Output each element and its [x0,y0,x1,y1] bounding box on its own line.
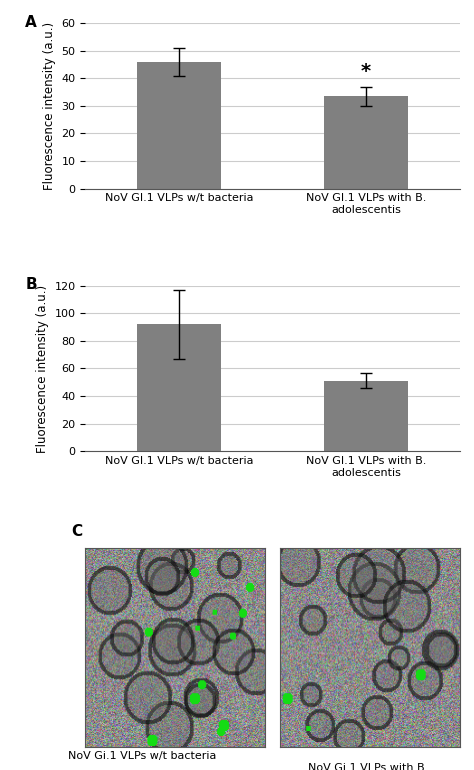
Bar [137,324,221,451]
Text: A: A [26,15,37,30]
Bar [324,381,408,451]
Text: NoV Gi.1 VLPs with B.: NoV Gi.1 VLPs with B. [308,763,432,770]
Text: C: C [71,524,82,540]
Text: B: B [26,277,37,293]
Text: NoV Gi.1 VLPs w/t bacteria: NoV Gi.1 VLPs w/t bacteria [68,751,217,761]
Bar [324,96,408,189]
Y-axis label: Fluorescence intensity (a.u.): Fluorescence intensity (a.u.) [43,22,56,190]
Bar [137,62,221,189]
Text: *: * [361,62,371,81]
Y-axis label: Fluorescence intensity (a.u.): Fluorescence intensity (a.u.) [36,284,49,453]
